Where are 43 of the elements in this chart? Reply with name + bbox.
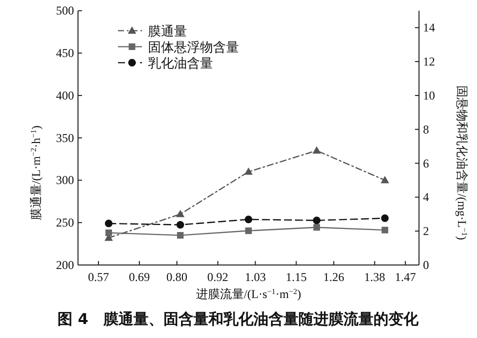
point	[244, 167, 253, 175]
y2-tick-label: 0	[423, 258, 429, 272]
point	[380, 176, 390, 184]
y2-tick-label: 4	[423, 190, 429, 204]
point	[313, 224, 320, 231]
point	[312, 146, 321, 154]
point	[382, 226, 388, 234]
y2-tick-label: 14	[423, 20, 435, 35]
y2-tick-label: 6	[423, 156, 429, 170]
point	[176, 210, 184, 218]
y-tick-label: 350	[56, 130, 74, 145]
point	[244, 216, 252, 224]
x-tick-label: 0.92	[207, 270, 228, 284]
y2-tick-label: 2	[423, 224, 429, 238]
point	[104, 220, 112, 228]
y-tick-label: 450	[56, 46, 74, 60]
y-tick-label: 200	[56, 258, 74, 272]
y2-tick-label: 8	[423, 122, 429, 136]
xlabel: 进膜流量/(L·s$^{−1}$·m$^{−2}$)	[196, 286, 302, 301]
point	[312, 216, 320, 224]
x-tick-label: 0.69	[128, 270, 150, 284]
y2-tick-label: 10	[423, 88, 435, 102]
point	[177, 232, 184, 239]
point	[176, 221, 184, 229]
x-tick-label: 0.80	[166, 270, 188, 284]
point	[381, 214, 389, 222]
y-tick-label: 250	[56, 216, 74, 230]
x-tick-label: 1.26	[323, 270, 344, 284]
x-tick-label: 1.03	[244, 270, 266, 284]
x-tick-label: 0.57	[88, 270, 109, 284]
x-tick-label: 1.38	[364, 270, 386, 284]
legend-label: 膜通量	[148, 24, 187, 40]
caption: 图 4 膜通量、固含量和乳化油含量随进膜流量的变化	[58, 310, 418, 328]
point	[245, 227, 252, 234]
legend-label: 乳化油含量	[148, 56, 213, 72]
y-tick-label: 500	[56, 4, 74, 18]
x-tick-label: 1.47	[394, 270, 416, 284]
y-tick-label: 400	[56, 88, 74, 102]
y2-tick-label: 12	[423, 54, 435, 69]
point	[105, 229, 112, 236]
x-tick-label: 1.15	[286, 270, 307, 284]
legend-label: 固体悬浮物含量	[148, 40, 239, 56]
y-tick-label: 300	[56, 173, 74, 188]
